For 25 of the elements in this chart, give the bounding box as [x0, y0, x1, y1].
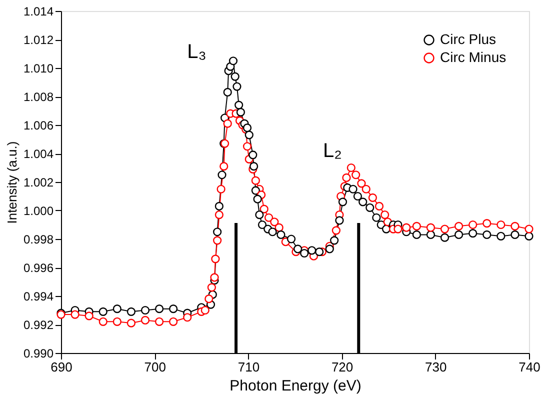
- x-tick-label: 690: [50, 360, 72, 374]
- y-tick-label: 1.010: [23, 62, 54, 76]
- x-tick-label: 710: [238, 360, 260, 374]
- legend-label: Circ Minus: [440, 49, 506, 65]
- x-tick-label: 720: [331, 360, 354, 374]
- legend-label: Circ Plus: [440, 31, 496, 47]
- y-tick-label: 0.998: [23, 232, 54, 246]
- x-tick-label: 740: [518, 360, 540, 374]
- y-tick-label: 1.014: [23, 4, 54, 18]
- y-tick-label: 0.996: [23, 261, 54, 275]
- y-tick-label: 0.994: [23, 290, 54, 304]
- y-tick-label: 1.002: [23, 176, 54, 190]
- x-tick-label: 700: [144, 360, 166, 374]
- annotation: L₃: [187, 41, 206, 64]
- y-tick-label: 1.008: [23, 90, 54, 104]
- y-tick-label: 1.006: [23, 118, 54, 132]
- x-tick-label: 730: [425, 360, 447, 374]
- y-tick-label: 1.012: [23, 33, 54, 47]
- y-tick-label: 0.990: [23, 346, 54, 360]
- y-axis-title: Intensity (a.u.): [4, 141, 20, 224]
- y-tick-label: 0.992: [23, 318, 54, 332]
- x-axis-title: Photon Energy (eV): [230, 378, 362, 394]
- annotation: L₂: [322, 140, 342, 162]
- y-tick-label: 1.004: [23, 147, 54, 161]
- y-tick-label: 1.000: [23, 204, 54, 218]
